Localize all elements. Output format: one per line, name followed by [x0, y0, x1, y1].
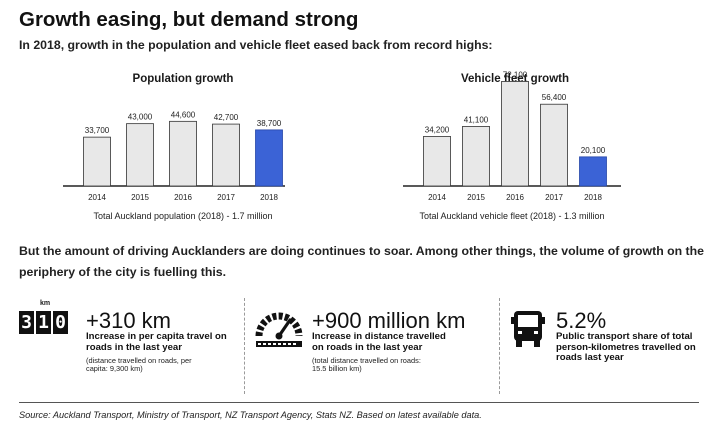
- x-tick-label: 2016: [174, 193, 192, 202]
- bar-value-label: 33,700: [85, 126, 110, 135]
- x-tick-label: 2016: [506, 193, 524, 202]
- vehicle-caption: Total Auckland vehicle fleet (2018) - 1.…: [419, 211, 605, 221]
- bar-value-label: 42,700: [214, 113, 239, 122]
- vehicle-chart-title: Vehicle fleet growth: [461, 73, 569, 85]
- bar-value-label: 43,000: [128, 113, 153, 122]
- bar: [579, 156, 607, 187]
- speedometer-icon: [255, 312, 303, 347]
- x-tick-label: 2017: [217, 193, 235, 202]
- x-tick-label: 2015: [467, 193, 485, 202]
- odometer-digit: 3: [19, 311, 34, 334]
- page-title: Growth easing, but demand strong: [19, 8, 359, 31]
- bar: [169, 120, 197, 187]
- stat-per-capita: +310 km Increase in per capita travel on…: [86, 310, 236, 374]
- vehicle-fleet-chart: 34,200 2014 41,100 2015 72,100 2016 56,400 2017…: [403, 70, 621, 202]
- bar: [83, 136, 111, 187]
- page-subtitle: In 2018, growth in the population and ve…: [19, 38, 493, 52]
- stat-description: Public transport share of total person-k…: [556, 331, 696, 363]
- bar: [423, 136, 451, 187]
- source-note: Source: Auckland Transport, Ministry of …: [19, 410, 482, 420]
- bar-value-label: 56,400: [542, 93, 567, 102]
- stat-public-transport: 5.2% Public transport share of total per…: [556, 310, 721, 364]
- stat-description: Increase in per capita travel on roads i…: [86, 331, 227, 353]
- bar-value-label: 38,700: [257, 119, 282, 128]
- population-caption: Total Auckland population (2018) - 1.7 m…: [93, 211, 273, 221]
- odometer-digit: 0: [53, 311, 68, 334]
- bar-value-label: 34,200: [425, 125, 450, 134]
- bar: [255, 129, 283, 187]
- x-tick-label: 2014: [88, 193, 106, 202]
- bar-value-label: 20,100: [581, 146, 606, 155]
- bar-value-label: 44,600: [171, 110, 196, 119]
- stat-description: Increase in distance travelled on roads …: [312, 331, 446, 353]
- odometer-unit-label: km: [40, 300, 51, 307]
- bus-icon: [511, 311, 545, 347]
- stat-value: 5.2%: [556, 308, 607, 333]
- stat-total-distance: +900 million km Increase in distance tra…: [312, 310, 494, 374]
- footer-rule: [19, 402, 699, 403]
- odometer-digit: 1: [36, 311, 51, 334]
- bar: [126, 123, 154, 187]
- population-chart-title: Population growth: [132, 73, 234, 85]
- bar: [501, 81, 529, 187]
- bar: [540, 103, 568, 187]
- stat-note: (distance travelled on roads, per capita…: [86, 356, 192, 374]
- bar: [462, 126, 490, 187]
- x-tick-label: 2018: [584, 193, 602, 202]
- x-tick-label: 2018: [260, 193, 278, 202]
- bar: [212, 123, 240, 187]
- stat-divider: [244, 298, 245, 394]
- x-tick-label: 2015: [131, 193, 149, 202]
- stat-divider: [499, 298, 500, 394]
- summary-paragraph: But the amount of driving Aucklanders ar…: [19, 244, 705, 279]
- stat-value: +900 million km: [312, 308, 466, 333]
- odometer-icon: 3 1 0: [19, 311, 68, 334]
- bar-value-label: 72,100: [503, 70, 528, 79]
- stat-value: +310 km: [86, 308, 171, 333]
- x-tick-label: 2017: [545, 193, 563, 202]
- stat-note: (total distance travelled on roads: 15.5…: [312, 356, 421, 374]
- population-growth-chart: 33,700 2014 43,000 2015 44,600 2016 42,700 2017…: [63, 110, 285, 202]
- x-tick-label: 2014: [428, 193, 446, 202]
- bar-value-label: 41,100: [464, 115, 489, 124]
